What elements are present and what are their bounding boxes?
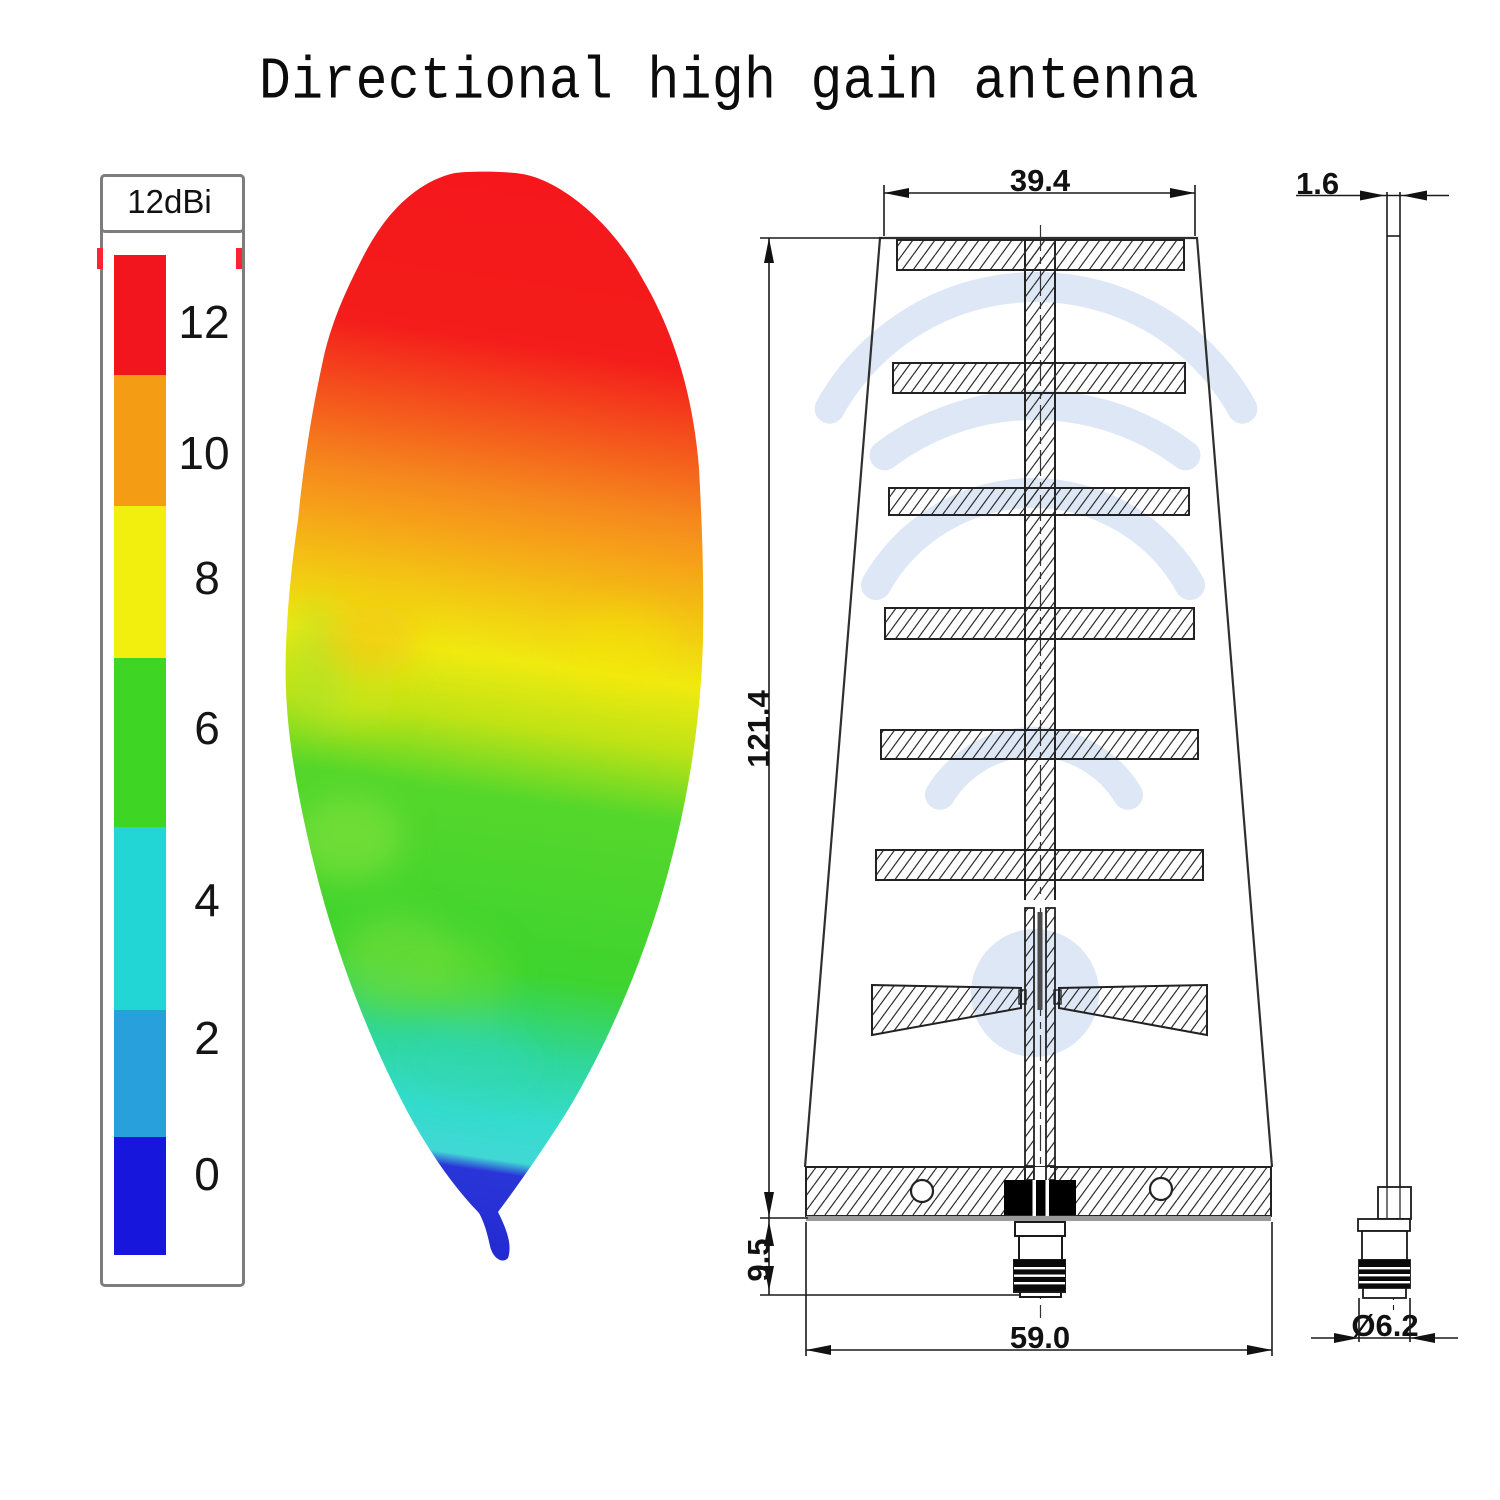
svg-text:Ø6.2: Ø6.2: [1351, 1308, 1418, 1343]
svg-text:9.5: 9.5: [741, 1238, 776, 1281]
svg-text:59.0: 59.0: [1010, 1320, 1070, 1355]
svg-text:121.4: 121.4: [741, 689, 776, 767]
svg-text:39.4: 39.4: [1010, 163, 1071, 198]
